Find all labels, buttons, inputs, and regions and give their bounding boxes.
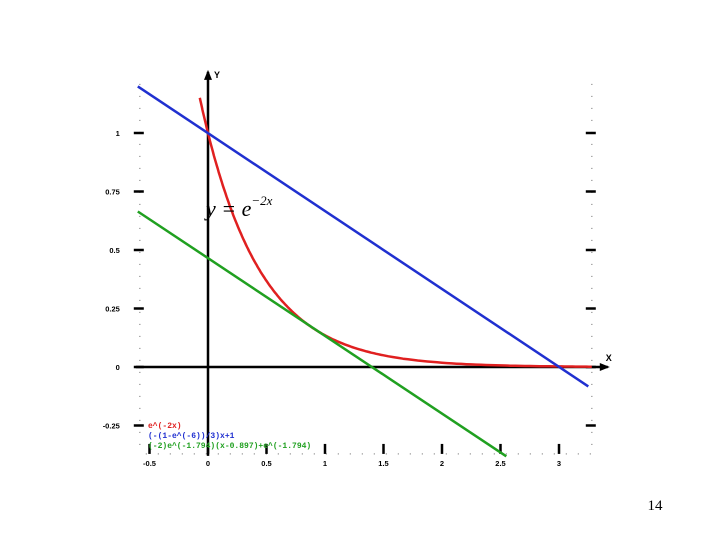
x-tick-label: 0 [206,459,210,468]
y-tick-label: 0.75 [105,188,120,197]
x-tick-label: 2 [440,459,444,468]
function-annotation: y = e−2x [206,193,273,222]
series-2-line [137,210,507,458]
y-tick-label: 0 [116,363,120,372]
x-tick-label: -0.5 [143,459,156,468]
function-annotation-exponent: −2x [251,193,273,208]
axes-layer: X Y -0.25 0 0.25 0.5 0.75 1 -0.5 0 0.5 1 1.5 2 2.5 3 [103,69,612,468]
y-tick-label: 0.25 [105,305,120,314]
series-layer [137,85,592,458]
x-axis-arrow [599,363,610,371]
legend-entry-2: (-2)e^(-1.794)(x-0.897)+e^(-1.794) [148,442,311,451]
y-tick-label: 1 [116,129,120,138]
series-1-line [137,85,589,388]
y-tick-label: 0.5 [109,246,119,255]
legend-entry-1: (-(1-e^(-6))/3)x+1 [148,432,235,441]
legend-entry-0: e^(-2x) [148,422,182,431]
y-axis-arrow [204,69,212,80]
x-axis-label: X [606,353,612,363]
page-number: 14 [647,498,663,514]
x-tick-label: 1 [323,459,327,468]
x-tick-label: 0.5 [261,459,271,468]
x-tick-label: 1.5 [378,459,388,468]
function-annotation-main: y = e [206,196,252,221]
y-axis-label: Y [214,70,220,80]
y-tick-label: -0.25 [103,422,120,431]
series-0-line [198,97,592,368]
x-tick-label: 2.5 [495,459,505,468]
x-tick-label: 3 [557,459,561,468]
legend-layer: e^(-2x)(-(1-e^(-6))/3)x+1(-2)e^(-1.794)(… [148,422,311,451]
